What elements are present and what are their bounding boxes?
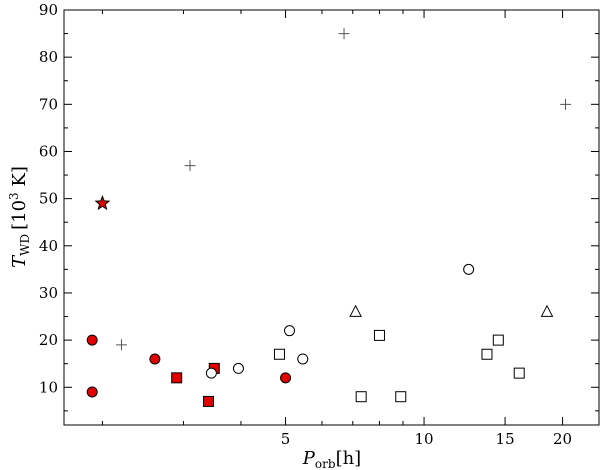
open-circle-marker — [297, 353, 309, 365]
open-square-marker — [373, 329, 385, 341]
gray-plus-marker — [560, 98, 572, 110]
x-tick-label: 10 — [415, 430, 434, 448]
axis-ticks — [64, 9, 599, 425]
red-filled-circle-marker — [86, 386, 98, 398]
red-filled-circle-marker — [149, 353, 161, 365]
axis-tick-labels: 10 20 30 40 50 60 70 80 90 5 10 15 20 — [39, 1, 572, 448]
y-tick-label: 10 — [39, 378, 58, 396]
y-tick-label: 60 — [39, 142, 58, 160]
y-axis-label-pre: [10 — [9, 200, 30, 230]
open-square-marker — [481, 348, 493, 360]
red-filled-square-marker — [171, 372, 183, 384]
open-circle-marker — [232, 362, 244, 374]
x-axis-label-sub: orb — [315, 457, 336, 470]
y-tick-label: 30 — [39, 284, 58, 302]
red-filled-circle-marker — [86, 334, 98, 346]
open-square-marker — [513, 367, 525, 379]
plot-frame — [63, 9, 600, 426]
open-circle-marker — [205, 367, 217, 379]
red-filled-circle-marker — [280, 372, 292, 384]
x-axis-label-main: P — [302, 448, 316, 469]
y-tick-label: 90 — [39, 1, 58, 19]
open-circle-marker — [284, 325, 296, 337]
y-axis-label-sub: WD — [18, 234, 32, 256]
x-tick-label: 15 — [496, 430, 515, 448]
gray-plus-marker — [115, 339, 127, 351]
y-axis-label-sup: 3 — [7, 192, 21, 200]
y-tick-label: 80 — [39, 48, 58, 66]
open-square-marker — [355, 391, 367, 403]
y-tick-label: 50 — [39, 190, 58, 208]
y-axis-label: TWD [103 K] — [7, 166, 32, 268]
red-filled-star-marker — [94, 194, 111, 211]
gray-plus-marker — [338, 28, 350, 40]
open-square-marker — [395, 391, 407, 403]
x-axis-label-unit: [h] — [336, 448, 362, 469]
open-square-marker — [492, 334, 504, 346]
y-tick-label: 20 — [39, 331, 58, 349]
open-triangle-marker — [349, 304, 362, 317]
red-filled-square-marker — [202, 395, 214, 407]
y-axis-label-main: T — [9, 254, 30, 268]
data-markers — [86, 28, 572, 407]
y-axis-label-post: K] — [9, 166, 30, 192]
x-axis-label: Porb[h] — [302, 448, 361, 470]
open-circle-marker — [463, 263, 475, 275]
x-tick-label: 5 — [281, 430, 291, 448]
open-triangle-marker — [540, 304, 554, 317]
open-square-marker — [273, 348, 285, 360]
y-tick-label: 40 — [39, 237, 58, 255]
y-tick-label: 70 — [39, 95, 58, 113]
x-tick-label: 20 — [553, 430, 572, 448]
gray-plus-marker — [184, 160, 196, 172]
